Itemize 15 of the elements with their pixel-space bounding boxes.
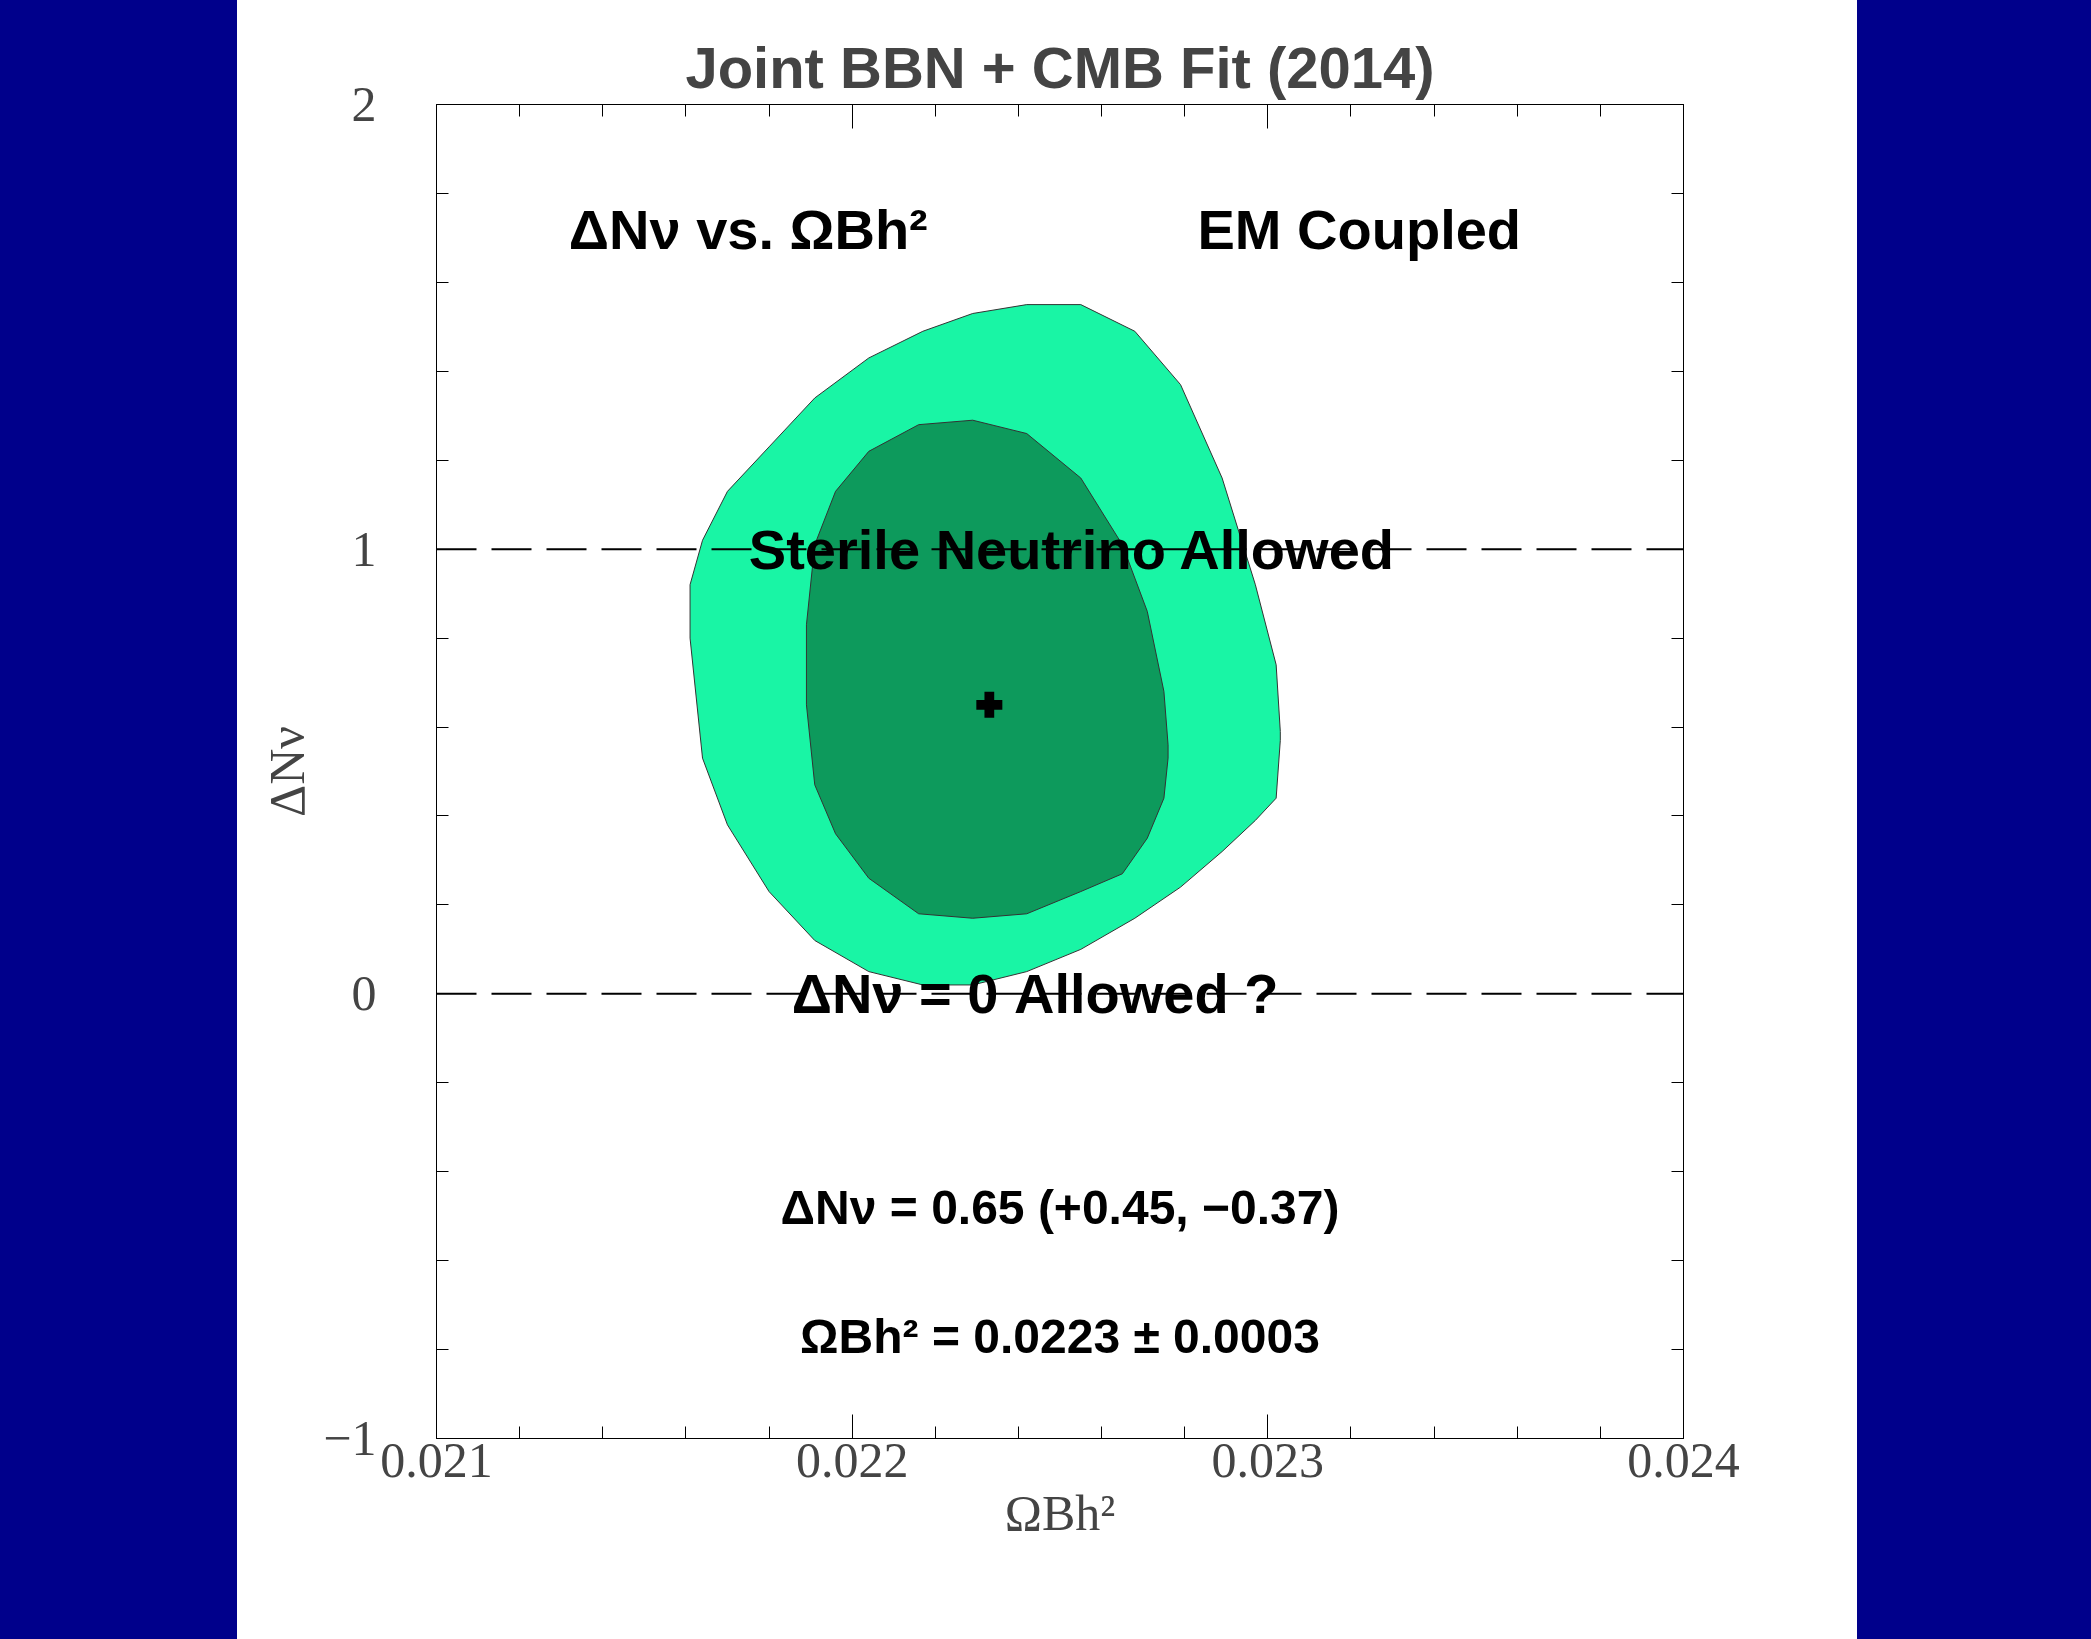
y-axis-title: ΔNν: [259, 726, 316, 817]
x-tick-label: 0.024: [1627, 1431, 1740, 1488]
x-axis-title: ΩBh²: [1004, 1484, 1116, 1541]
annotation: ΔNν = 0.65 (+0.45, −0.37): [780, 1180, 1340, 1234]
x-tick-label: 0.021: [380, 1431, 493, 1488]
annotation: ΔNν vs. ΩBh²: [568, 197, 928, 261]
x-tick-label: 0.022: [795, 1431, 909, 1488]
chart-title: Joint BBN + CMB Fit (2014): [685, 34, 1435, 100]
y-tick-label: 2: [351, 76, 377, 132]
y-tick-label: −1: [323, 1410, 377, 1466]
annotation: ΩBh² = 0.0223 ± 0.0003: [800, 1309, 1320, 1363]
x-tick-label: 0.023: [1211, 1431, 1325, 1488]
y-tick-label: 0: [351, 965, 377, 1022]
y-tick-label: 1: [351, 520, 377, 577]
annotation: EM Coupled: [1197, 197, 1522, 261]
